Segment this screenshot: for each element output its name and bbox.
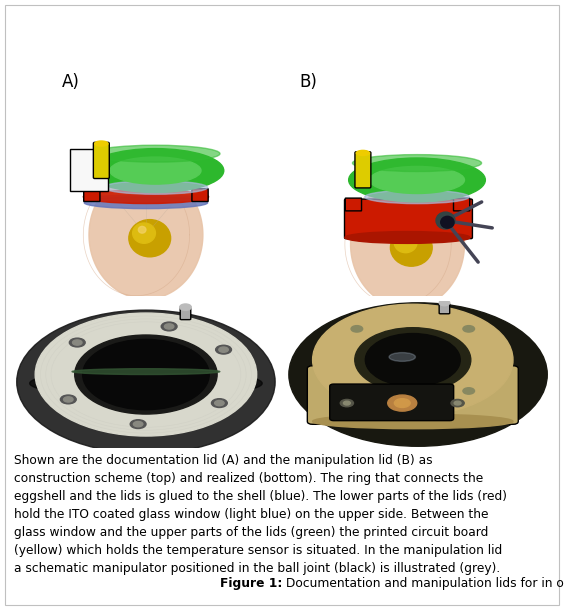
- FancyBboxPatch shape: [307, 366, 518, 425]
- Circle shape: [212, 399, 227, 407]
- Circle shape: [387, 395, 417, 411]
- Circle shape: [394, 232, 417, 253]
- Ellipse shape: [95, 141, 108, 146]
- FancyBboxPatch shape: [330, 384, 453, 421]
- Ellipse shape: [389, 353, 416, 361]
- Circle shape: [343, 401, 350, 405]
- Circle shape: [83, 339, 209, 410]
- Circle shape: [75, 335, 217, 414]
- Circle shape: [351, 326, 363, 332]
- Circle shape: [215, 400, 224, 406]
- Circle shape: [60, 395, 76, 404]
- Circle shape: [436, 212, 455, 229]
- Circle shape: [463, 326, 474, 332]
- Circle shape: [463, 388, 474, 394]
- Circle shape: [351, 388, 363, 394]
- Text: B): B): [299, 73, 318, 92]
- FancyBboxPatch shape: [345, 198, 362, 211]
- Circle shape: [439, 300, 450, 306]
- Ellipse shape: [356, 151, 369, 156]
- Ellipse shape: [103, 181, 208, 194]
- Circle shape: [17, 310, 275, 454]
- Text: Documentation and manipulation lids for in ovo cultures.: Documentation and manipulation lids for …: [282, 577, 564, 590]
- FancyBboxPatch shape: [180, 308, 191, 320]
- Circle shape: [73, 340, 82, 345]
- FancyBboxPatch shape: [439, 304, 450, 314]
- Ellipse shape: [83, 190, 209, 204]
- Circle shape: [390, 229, 432, 266]
- Circle shape: [219, 347, 228, 353]
- Circle shape: [133, 422, 143, 427]
- Ellipse shape: [72, 368, 220, 375]
- Circle shape: [289, 303, 547, 447]
- Circle shape: [180, 304, 191, 310]
- Polygon shape: [349, 207, 466, 210]
- Circle shape: [454, 401, 461, 405]
- Polygon shape: [87, 198, 205, 201]
- Polygon shape: [351, 180, 465, 309]
- Ellipse shape: [352, 154, 482, 171]
- Circle shape: [440, 217, 454, 228]
- Circle shape: [365, 334, 460, 386]
- Circle shape: [161, 322, 177, 331]
- Text: Shown are the documentation lid (A) and the manipulation lid (B) as
construction: Shown are the documentation lid (A) and …: [14, 454, 507, 575]
- FancyBboxPatch shape: [345, 199, 473, 239]
- Circle shape: [451, 400, 464, 407]
- Circle shape: [129, 220, 171, 257]
- FancyBboxPatch shape: [94, 142, 109, 179]
- FancyBboxPatch shape: [70, 149, 108, 191]
- FancyBboxPatch shape: [355, 152, 371, 188]
- FancyBboxPatch shape: [83, 188, 100, 201]
- Ellipse shape: [84, 195, 208, 202]
- Ellipse shape: [312, 414, 513, 429]
- Circle shape: [340, 400, 354, 407]
- Circle shape: [64, 396, 73, 402]
- Ellipse shape: [110, 157, 201, 184]
- Circle shape: [130, 420, 146, 428]
- Circle shape: [400, 236, 408, 243]
- Circle shape: [215, 345, 231, 354]
- Circle shape: [355, 328, 471, 392]
- Ellipse shape: [346, 204, 469, 211]
- Circle shape: [69, 338, 85, 347]
- Circle shape: [133, 223, 156, 243]
- Ellipse shape: [91, 145, 220, 162]
- FancyBboxPatch shape: [192, 188, 208, 201]
- Circle shape: [394, 399, 410, 407]
- Ellipse shape: [346, 206, 469, 218]
- Ellipse shape: [369, 167, 465, 193]
- Ellipse shape: [365, 190, 469, 204]
- Circle shape: [312, 304, 513, 415]
- Polygon shape: [89, 171, 203, 299]
- Circle shape: [138, 226, 146, 233]
- Text: Figure 1:: Figure 1:: [219, 577, 282, 590]
- FancyBboxPatch shape: [453, 198, 470, 211]
- Ellipse shape: [30, 370, 262, 397]
- Circle shape: [35, 313, 257, 436]
- Ellipse shape: [87, 149, 224, 193]
- Circle shape: [164, 324, 174, 329]
- Ellipse shape: [349, 158, 486, 202]
- Ellipse shape: [345, 232, 470, 243]
- Text: A): A): [61, 73, 80, 92]
- Ellipse shape: [84, 197, 208, 209]
- Circle shape: [54, 331, 238, 433]
- Ellipse shape: [345, 199, 470, 213]
